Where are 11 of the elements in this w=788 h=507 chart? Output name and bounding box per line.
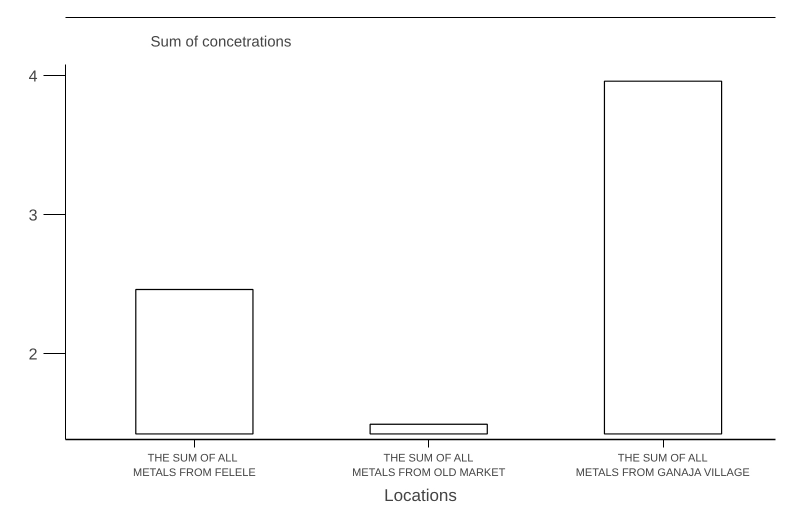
- y-tick-label: 4: [28, 68, 38, 86]
- y-tick-label: 3: [28, 208, 38, 224]
- chart-title: Sum of concetrations: [150, 34, 292, 50]
- x-tick-label: THE SUM OF ALL METALS FROM FELELE: [133, 452, 256, 479]
- y-tick-label: 2: [28, 346, 38, 364]
- x-tick-label: THE SUM OF ALL METALS FROM OLD MARKET: [352, 452, 506, 479]
- bar: [135, 288, 254, 435]
- x-axis-title: Locations: [384, 486, 457, 505]
- bar: [370, 424, 488, 435]
- bar: [604, 80, 722, 435]
- x-tick-label: THE SUM OF ALL METALS FROM GANAJA VILLAGE: [576, 452, 750, 479]
